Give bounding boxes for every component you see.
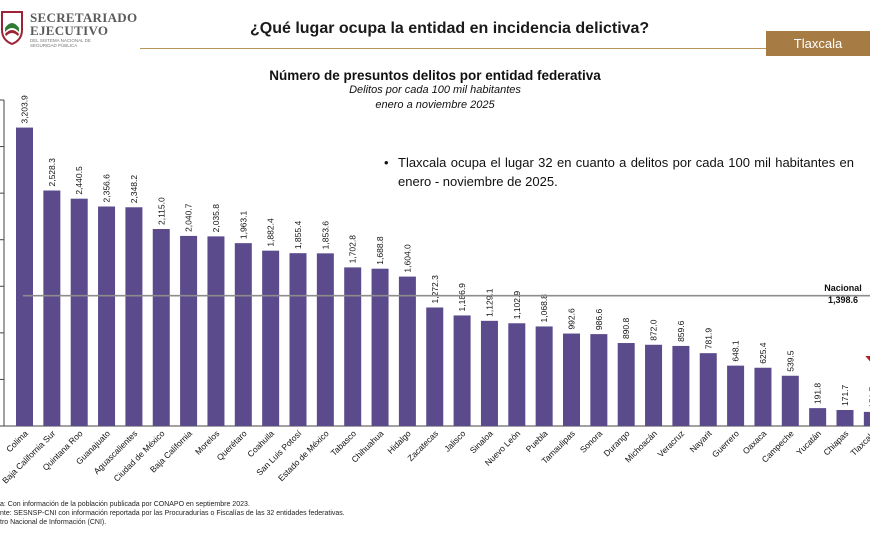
category-tick-label: Veracruz — [656, 428, 687, 459]
bar — [234, 243, 252, 426]
category-tick-label: Sonora — [578, 428, 605, 455]
bar-value-label: 2,440.5 — [74, 166, 84, 195]
chart-period: enero a noviembre 2025 — [375, 99, 495, 111]
bar-value-label: 191.8 — [813, 383, 823, 405]
bar — [699, 353, 717, 426]
bar — [672, 345, 690, 426]
bar — [207, 236, 225, 426]
bar-value-label: 2,035.8 — [211, 204, 221, 233]
bar — [398, 276, 416, 426]
bar-value-label: 1,068.8 — [539, 294, 549, 323]
bar-value-label: 781.9 — [703, 328, 713, 350]
bar-value-label: 2,356.6 — [102, 174, 112, 203]
bar — [590, 334, 608, 426]
bullet-icon: • — [384, 155, 389, 170]
chart-title: Número de presuntos delitos por entidad … — [269, 68, 601, 83]
bar — [617, 343, 635, 426]
org-name-line3: DEL SISTEMA NACIONAL DE SEGURIDAD PÚBLIC… — [30, 38, 91, 48]
bar — [16, 127, 33, 427]
bar — [125, 207, 143, 426]
footnote: nte: SESNSP-CNI con información reportad… — [0, 510, 345, 517]
bar-value-label: 2,040.7 — [184, 203, 194, 232]
category-tick-label: Puebla — [524, 428, 550, 454]
bar-value-label: 171.7 — [840, 384, 850, 406]
chart-subtitle: Delitos por cada 100 mil habitantes — [349, 84, 521, 96]
bar-value-label: 2,115.0 — [156, 197, 166, 225]
bar — [180, 235, 198, 426]
bar — [781, 375, 799, 426]
bar-value-label: 648.1 — [731, 340, 741, 362]
bar-value-label: 872.0 — [649, 319, 659, 341]
category-tick-label: Jalisco — [442, 428, 468, 454]
bar — [727, 365, 745, 426]
bar — [453, 315, 471, 426]
bar — [70, 198, 88, 426]
bar — [754, 367, 772, 426]
bar — [426, 307, 444, 426]
bar-value-label: 1,604.0 — [402, 244, 412, 273]
bar-value-label: 2,348.2 — [129, 175, 139, 204]
bar — [98, 206, 116, 426]
bar-value-label: 1,186.9 — [457, 283, 467, 312]
bar — [316, 253, 334, 426]
bar-value-label: 1,102.9 — [512, 291, 522, 320]
footnotes: a: Con información de la población publi… — [0, 500, 345, 527]
category-tick-label: Nayarit — [688, 428, 715, 455]
bar-value-label: 2,528.3 — [47, 158, 57, 187]
bar-value-label: 992.6 — [567, 308, 577, 330]
bar — [809, 408, 827, 426]
footnote: tro Nacional de Información (CNI). — [0, 519, 107, 526]
bar-value-label: 890.8 — [621, 317, 631, 339]
bar-value-label: 859.6 — [676, 320, 686, 342]
bar — [863, 411, 870, 426]
reference-label: Nacional 1,398.6 — [800, 282, 870, 306]
summary-bullet: • Tlaxcala ocupa el lugar 32 en cuanto a… — [384, 153, 854, 191]
state-tab[interactable]: Tlaxcala — [766, 31, 870, 56]
bar — [508, 323, 526, 426]
bar — [371, 268, 389, 426]
page-question: ¿Qué lugar ocupa la entidad en incidenci… — [250, 20, 650, 37]
bar — [645, 344, 663, 426]
bar-value-label: 3,203.9 — [20, 95, 30, 124]
bar-value-label: 1,688.8 — [375, 236, 385, 265]
bar-value-label: 1,853.6 — [320, 221, 330, 250]
category-tick-label: Guerrero — [710, 428, 741, 459]
logo: SECRETARIADO EJECUTIVO DEL SISTEMA NACIO… — [0, 8, 140, 50]
category-tick-label: Yucatán — [794, 428, 823, 457]
category-tick-label: Estado de México — [276, 428, 331, 483]
bar — [563, 333, 580, 426]
category-tick-label: Tlaxcala — [848, 428, 870, 458]
bar — [262, 250, 280, 426]
bar — [289, 253, 307, 426]
bar-value-label: 1,855.4 — [293, 221, 303, 250]
bar-value-label: 151.7 — [867, 386, 870, 408]
header-divider — [140, 48, 868, 49]
footnote: a: Con información de la población publi… — [0, 501, 250, 508]
bar-value-label: 986.6 — [594, 309, 604, 331]
bar-value-label: 1,882.4 — [266, 218, 276, 247]
category-tick-label: Querétaro — [215, 428, 249, 462]
bar — [480, 320, 498, 426]
bar-value-label: 539.5 — [785, 350, 795, 372]
category-tick-label: Chiapas — [821, 428, 850, 457]
bar — [43, 190, 61, 426]
category-tick-label: Colima — [4, 428, 30, 454]
bar-value-label: 1,272.3 — [430, 275, 440, 304]
bar-value-label: 1,129.1 — [484, 288, 494, 317]
reference-value: 1,398.6 — [827, 295, 859, 305]
org-name-line1: SECRETARIADO — [30, 10, 138, 25]
emblem-icon — [1, 11, 23, 46]
bar — [535, 326, 553, 426]
bar — [836, 410, 854, 426]
bar — [344, 267, 362, 426]
summary-text: Tlaxcala ocupa el lugar 32 en cuanto a d… — [398, 155, 854, 189]
bar-value-label: 1,963.1 — [238, 211, 248, 240]
reference-name: Nacional — [824, 283, 862, 293]
bar — [152, 229, 170, 426]
bar-value-label: 1,702.8 — [348, 235, 358, 264]
highlight-arrow-icon — [865, 356, 870, 362]
bar-value-label: 625.4 — [758, 342, 768, 364]
org-name-line2: EJECUTIVO — [30, 23, 109, 38]
